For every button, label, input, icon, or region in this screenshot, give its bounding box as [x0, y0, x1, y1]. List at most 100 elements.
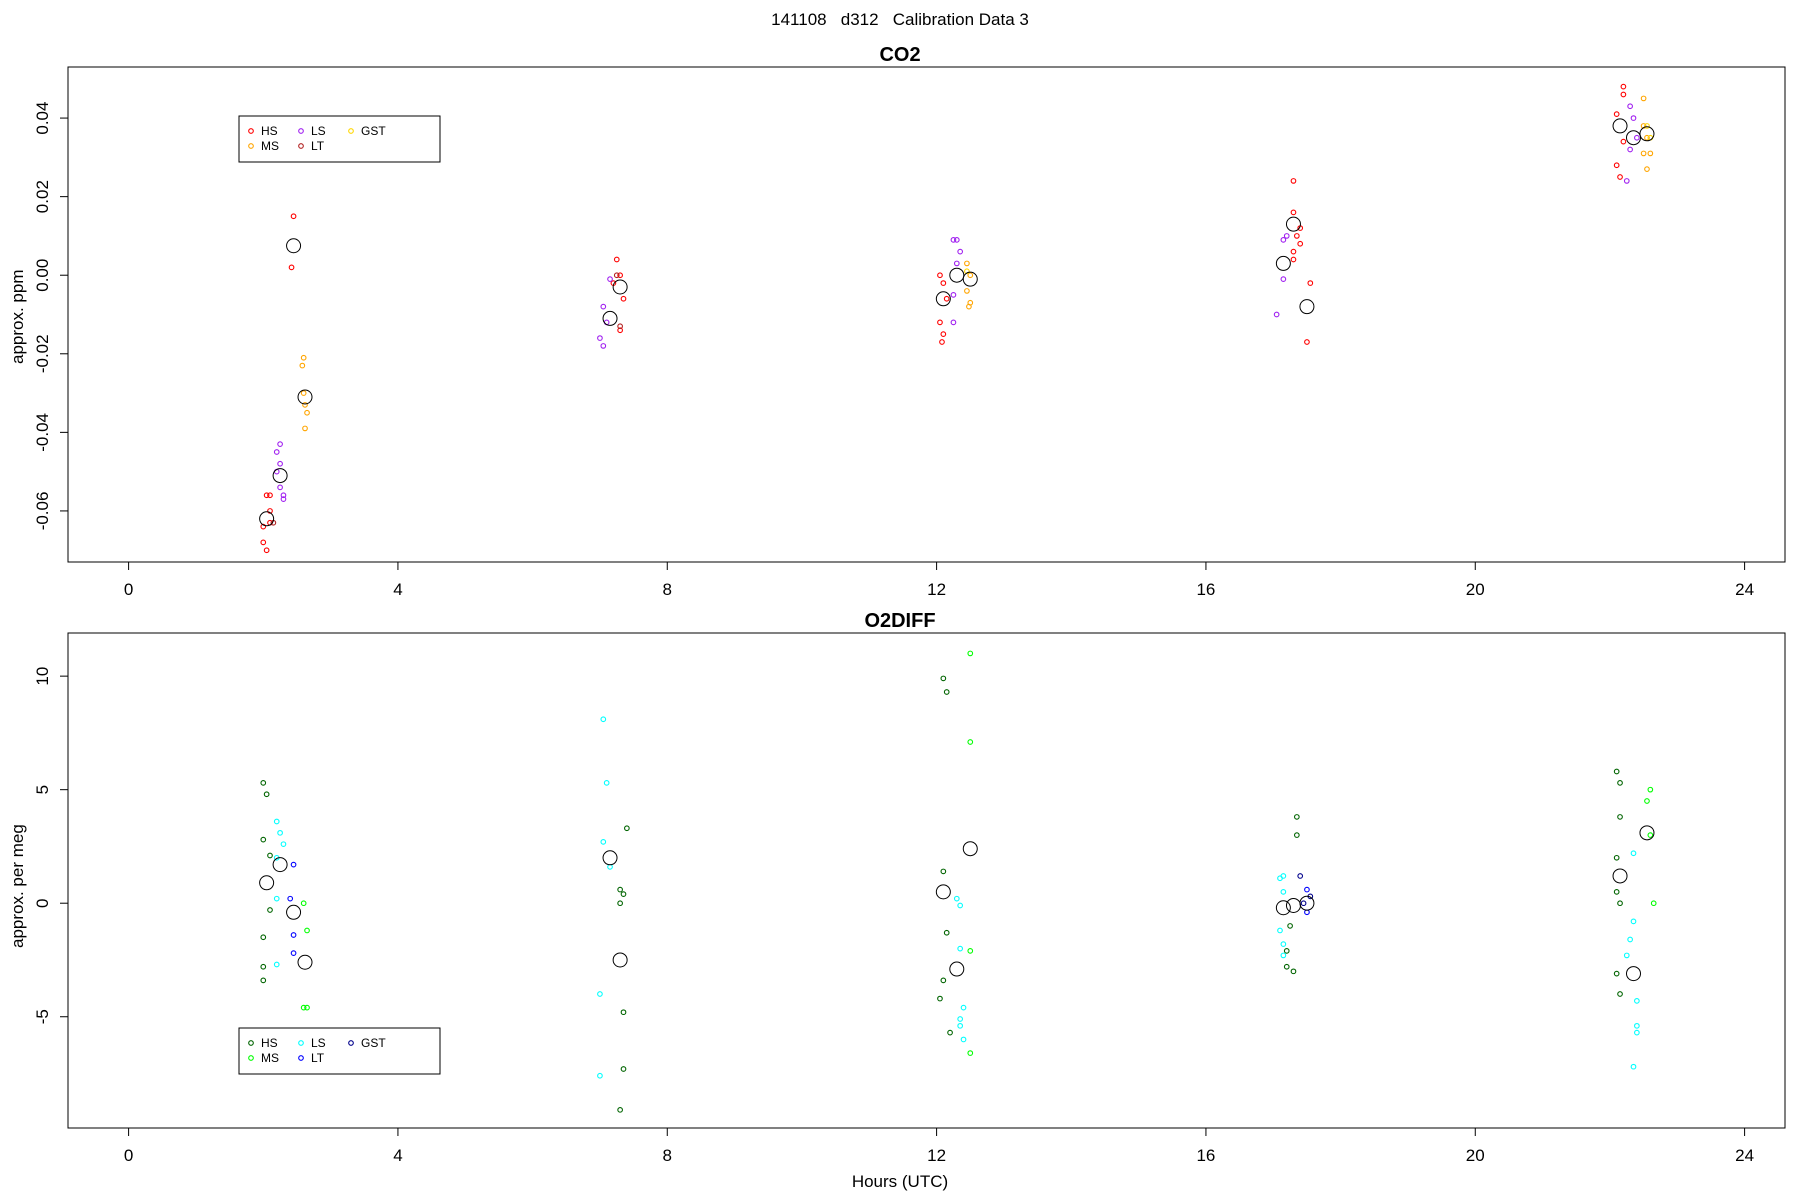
o2diff-point-hs — [1613, 768, 1620, 775]
o2diff-point-lt — [290, 861, 297, 868]
o2diff-point-ms — [1647, 832, 1654, 838]
co2-point-ms — [302, 402, 308, 408]
co2-point-hs — [617, 327, 623, 334]
co2-point-ms — [1644, 166, 1650, 172]
o2diff-point-ls — [960, 1004, 967, 1011]
o2diff-point-hs — [620, 1066, 627, 1072]
co2-point-mean — [949, 267, 965, 283]
co2-legend-marker — [298, 143, 304, 149]
o2diff-point-ls — [957, 1022, 964, 1029]
o2diff-point-hs — [1283, 963, 1290, 970]
co2-point-ms — [964, 288, 970, 294]
co2-point-ls — [273, 449, 280, 455]
o2diff-point-mean — [949, 961, 965, 977]
co2-point-ms — [1644, 134, 1650, 141]
co2-point-ms — [1640, 150, 1647, 157]
o2diff-point-hs — [263, 791, 270, 798]
co2-point-hs — [1620, 138, 1627, 145]
co2-point-ms — [966, 303, 972, 310]
o2diff-x-tick-label: 20 — [1466, 1146, 1485, 1165]
co2-panel-title: CO2 — [879, 44, 921, 66]
co2-point-ls — [1630, 115, 1637, 121]
co2-legend-label: MS — [261, 139, 279, 153]
o2diff-x-tick-label: 8 — [663, 1146, 672, 1165]
co2-point-mean — [1285, 216, 1301, 232]
co2-point-ls — [1627, 103, 1633, 110]
co2-point-hs — [1620, 91, 1627, 98]
co2-x-tick-label: 12 — [927, 580, 946, 599]
o2diff-point-hs — [267, 907, 273, 913]
o2diff-point-hs — [617, 886, 623, 893]
o2diff-legend-box — [238, 1027, 441, 1075]
o2diff-point-ls — [273, 895, 280, 902]
co2-point-ms — [299, 362, 306, 369]
o2diff-point-mean — [1285, 897, 1301, 913]
o2diff-legend-label: HS — [261, 1036, 278, 1050]
o2diff-point-hs — [1617, 991, 1623, 997]
o2diff-point-ms — [967, 650, 974, 657]
co2-point-hs — [1290, 178, 1297, 184]
co2-point-mean — [962, 271, 978, 287]
o2diff-point-hs — [943, 689, 950, 695]
o2diff-point-ls — [603, 780, 610, 786]
o2diff-point-lt — [1304, 886, 1310, 893]
co2-point-mean — [602, 310, 618, 326]
o2diff-legend-label: LT — [311, 1051, 325, 1065]
co2-point-hs — [260, 523, 267, 530]
co2-point-hs — [288, 264, 295, 271]
o2diff-point-hs — [624, 825, 630, 832]
o2diff-legend-marker — [248, 1040, 254, 1046]
o2diff-point-ms — [304, 927, 310, 934]
figure-title: 141108 d312 Calibration Data 3 — [771, 10, 1029, 29]
o2diff-legend-marker — [348, 1040, 354, 1046]
o2diff-point-ls — [1280, 952, 1287, 959]
o2diff-point-hs — [1293, 814, 1300, 820]
o2diff-point-hs — [617, 900, 623, 907]
o2diff-point-hs — [1613, 854, 1620, 861]
co2-point-ls — [597, 335, 603, 341]
o2diff-legend-label: LS — [311, 1036, 326, 1050]
o2diff-point-hs — [940, 675, 947, 682]
o2diff-point-mean — [1275, 900, 1291, 916]
o2diff-point-mean — [612, 952, 628, 968]
o2diff-point-ls — [953, 895, 960, 902]
o2diff-point-hs — [937, 995, 943, 1002]
co2-legend-label: GST — [361, 124, 386, 138]
co2-point-ms — [964, 260, 970, 267]
co2-x-tick-label: 8 — [663, 580, 672, 599]
co2-point-ls — [607, 276, 613, 282]
o2diff-point-hs — [940, 868, 947, 875]
co2-point-ls — [600, 343, 607, 349]
o2diff-legend-label: GST — [361, 1036, 386, 1050]
o2diff-point-gst — [1300, 900, 1307, 907]
co2-point-hs — [1293, 233, 1300, 239]
co2-y-tick-label: -0.06 — [33, 492, 52, 531]
o2diff-point-ms — [1644, 798, 1650, 804]
o2diff-point-hs — [1287, 923, 1293, 929]
o2diff-point-ms — [304, 1004, 310, 1011]
co2-point-ms — [967, 272, 974, 279]
co2-point-ls — [950, 237, 957, 243]
co2-point-hs — [1290, 248, 1297, 255]
co2-x-tick-label: 4 — [393, 580, 402, 599]
co2-legend-marker — [348, 128, 354, 134]
o2diff-point-ls — [1630, 850, 1637, 857]
co2-point-ls — [277, 484, 283, 491]
co2-point-mean — [297, 389, 313, 405]
co2-point-ls — [1627, 146, 1633, 153]
co2-point-hs — [1620, 83, 1627, 90]
o2diff-point-hs — [267, 852, 273, 859]
co2-point-ls — [957, 248, 964, 255]
co2-point-hs — [1290, 256, 1297, 263]
o2diff-point-ls — [597, 991, 603, 997]
o2diff-point-mean — [602, 850, 618, 866]
o2diff-point-hs — [260, 780, 267, 786]
o2diff-point-ls — [957, 902, 964, 909]
o2diff-point-ls — [1280, 941, 1287, 947]
o2diff-legend-marker — [248, 1055, 254, 1061]
co2-point-hs — [260, 539, 267, 546]
co2-point-hs — [943, 295, 950, 302]
co2-point-hs — [263, 492, 270, 499]
o2diff-point-ls — [1280, 873, 1287, 879]
co2-legend-marker — [248, 143, 254, 149]
